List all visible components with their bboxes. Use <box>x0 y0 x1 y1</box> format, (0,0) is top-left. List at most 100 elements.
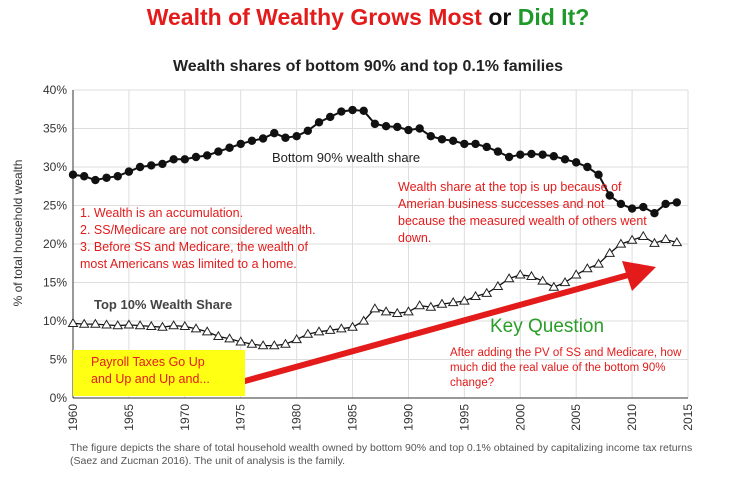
bottom90-point <box>583 162 592 172</box>
top-share-point <box>123 319 135 329</box>
y-tick-label: 20% <box>43 237 67 251</box>
top-share-point <box>581 263 593 273</box>
bottom90-point <box>68 170 78 179</box>
y-tick-label: 10% <box>43 314 67 328</box>
x-tick-label: 2000 <box>513 404 527 431</box>
bottom90-point <box>124 167 134 176</box>
top-share-point <box>89 318 101 328</box>
x-tick-label: 1995 <box>457 404 471 431</box>
bottom90-point <box>258 134 268 143</box>
bottom90-point <box>381 121 391 131</box>
x-tick-label: 2015 <box>681 404 695 431</box>
bottom90-point <box>448 136 458 146</box>
bottom90-point <box>627 204 637 213</box>
top-share-point <box>649 237 660 247</box>
trend-arrow-shaft <box>242 271 635 384</box>
top-share-point <box>101 319 112 329</box>
top-share-point <box>347 321 358 331</box>
bottom90-point <box>225 143 234 152</box>
bottom90-point <box>370 119 380 129</box>
top-share-point <box>604 247 616 257</box>
top-share-point <box>570 269 582 279</box>
bottom90-point <box>281 133 290 142</box>
top-share-point <box>302 328 314 338</box>
bottom90-point <box>437 135 447 144</box>
top-share-point <box>134 320 146 330</box>
top-share-point <box>514 269 526 279</box>
x-tick-label: 1960 <box>66 404 80 431</box>
bottom90-point <box>191 152 201 162</box>
bottom90-point <box>325 112 335 122</box>
trend-arrow-head <box>622 261 656 291</box>
bottom90-point <box>471 139 480 149</box>
top-share-point <box>67 317 79 327</box>
top-share-point <box>190 323 202 333</box>
top-share-point <box>526 270 537 280</box>
bottom90-point <box>650 209 659 218</box>
x-tick-label: 1980 <box>290 404 304 431</box>
bottom90-point <box>538 150 547 159</box>
bottom90-point <box>493 147 503 156</box>
top-share-point <box>157 321 168 331</box>
top-share-point <box>425 301 437 311</box>
bottom90-point <box>516 150 525 159</box>
top-share-point <box>537 275 549 285</box>
payroll-tax-line-1: Payroll Taxes Go Up <box>91 355 205 369</box>
bottom90-point <box>102 173 111 182</box>
headline-part1: Wealth of Wealthy Grows Most <box>146 4 482 30</box>
payroll-tax-box: Payroll Taxes Go Up and Up and Up and... <box>73 350 245 396</box>
top-share-point <box>593 258 604 268</box>
top-series-label: Top 10% Wealth Share <box>94 297 233 312</box>
key-question-body: After adding the PV of SS and Medicare, … <box>450 347 682 389</box>
bottom90-point <box>135 162 145 172</box>
top-share-point <box>268 340 280 350</box>
bottom90-point <box>180 155 190 164</box>
bottom90-point <box>560 155 570 164</box>
top-share-point <box>212 330 224 341</box>
top-share-point <box>671 236 683 247</box>
y-tick-label: 5% <box>50 353 68 367</box>
bottom90-point <box>303 126 313 136</box>
x-tick-label: 1965 <box>122 404 136 431</box>
top-share-point <box>246 338 258 348</box>
y-tick-label: 35% <box>43 122 67 136</box>
bottom90-point <box>594 170 603 179</box>
bottom90-point <box>482 142 491 152</box>
y-tick-label: 0% <box>50 391 68 405</box>
x-tick-label: 1975 <box>234 404 248 431</box>
x-tick-label: 2010 <box>625 404 639 431</box>
bottom90-point <box>393 122 402 132</box>
bottom90-point <box>113 172 122 181</box>
left-note-1: 1. Wealth is an accumulation. <box>80 206 244 220</box>
y-tick-label: 25% <box>43 199 67 213</box>
headline-part2: or <box>481 4 518 30</box>
left-note-4: most Americans was limited to a home. <box>80 257 297 271</box>
headline: Wealth of Wealthy Grows Most or Did It? <box>0 4 736 31</box>
top-share-point <box>436 298 448 308</box>
top-share-point <box>280 338 291 348</box>
top-share-point <box>503 273 515 283</box>
top-share-point <box>414 300 426 310</box>
bottom90-point <box>314 118 324 127</box>
top-share-point <box>335 323 347 333</box>
top-share-point <box>201 326 213 336</box>
top-share-point <box>637 230 649 240</box>
top-share-point <box>369 303 381 313</box>
top-share-point <box>235 336 247 346</box>
top-share-point <box>391 307 403 317</box>
left-notes: 1. Wealth is an accumulation. 2. SS/Medi… <box>80 205 380 273</box>
top-share-point <box>358 315 370 325</box>
bottom90-point <box>426 132 436 141</box>
x-tick-label: 2005 <box>569 404 583 431</box>
x-tick-label: 1970 <box>178 404 192 431</box>
y-tick-label: 30% <box>43 160 67 174</box>
bottom90-point <box>158 159 167 169</box>
bottom90-point <box>270 128 279 138</box>
right-note: Wealth share at the top is up because of… <box>398 180 647 245</box>
y-tick-label: 40% <box>43 83 67 97</box>
top-share-point <box>481 287 493 297</box>
bottom90-point <box>605 191 614 200</box>
top-share-point <box>78 318 90 328</box>
top-share-point <box>145 320 157 331</box>
bottom90-point <box>639 202 648 212</box>
